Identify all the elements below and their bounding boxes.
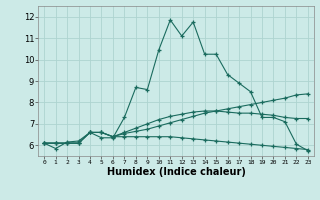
X-axis label: Humidex (Indice chaleur): Humidex (Indice chaleur) xyxy=(107,167,245,177)
